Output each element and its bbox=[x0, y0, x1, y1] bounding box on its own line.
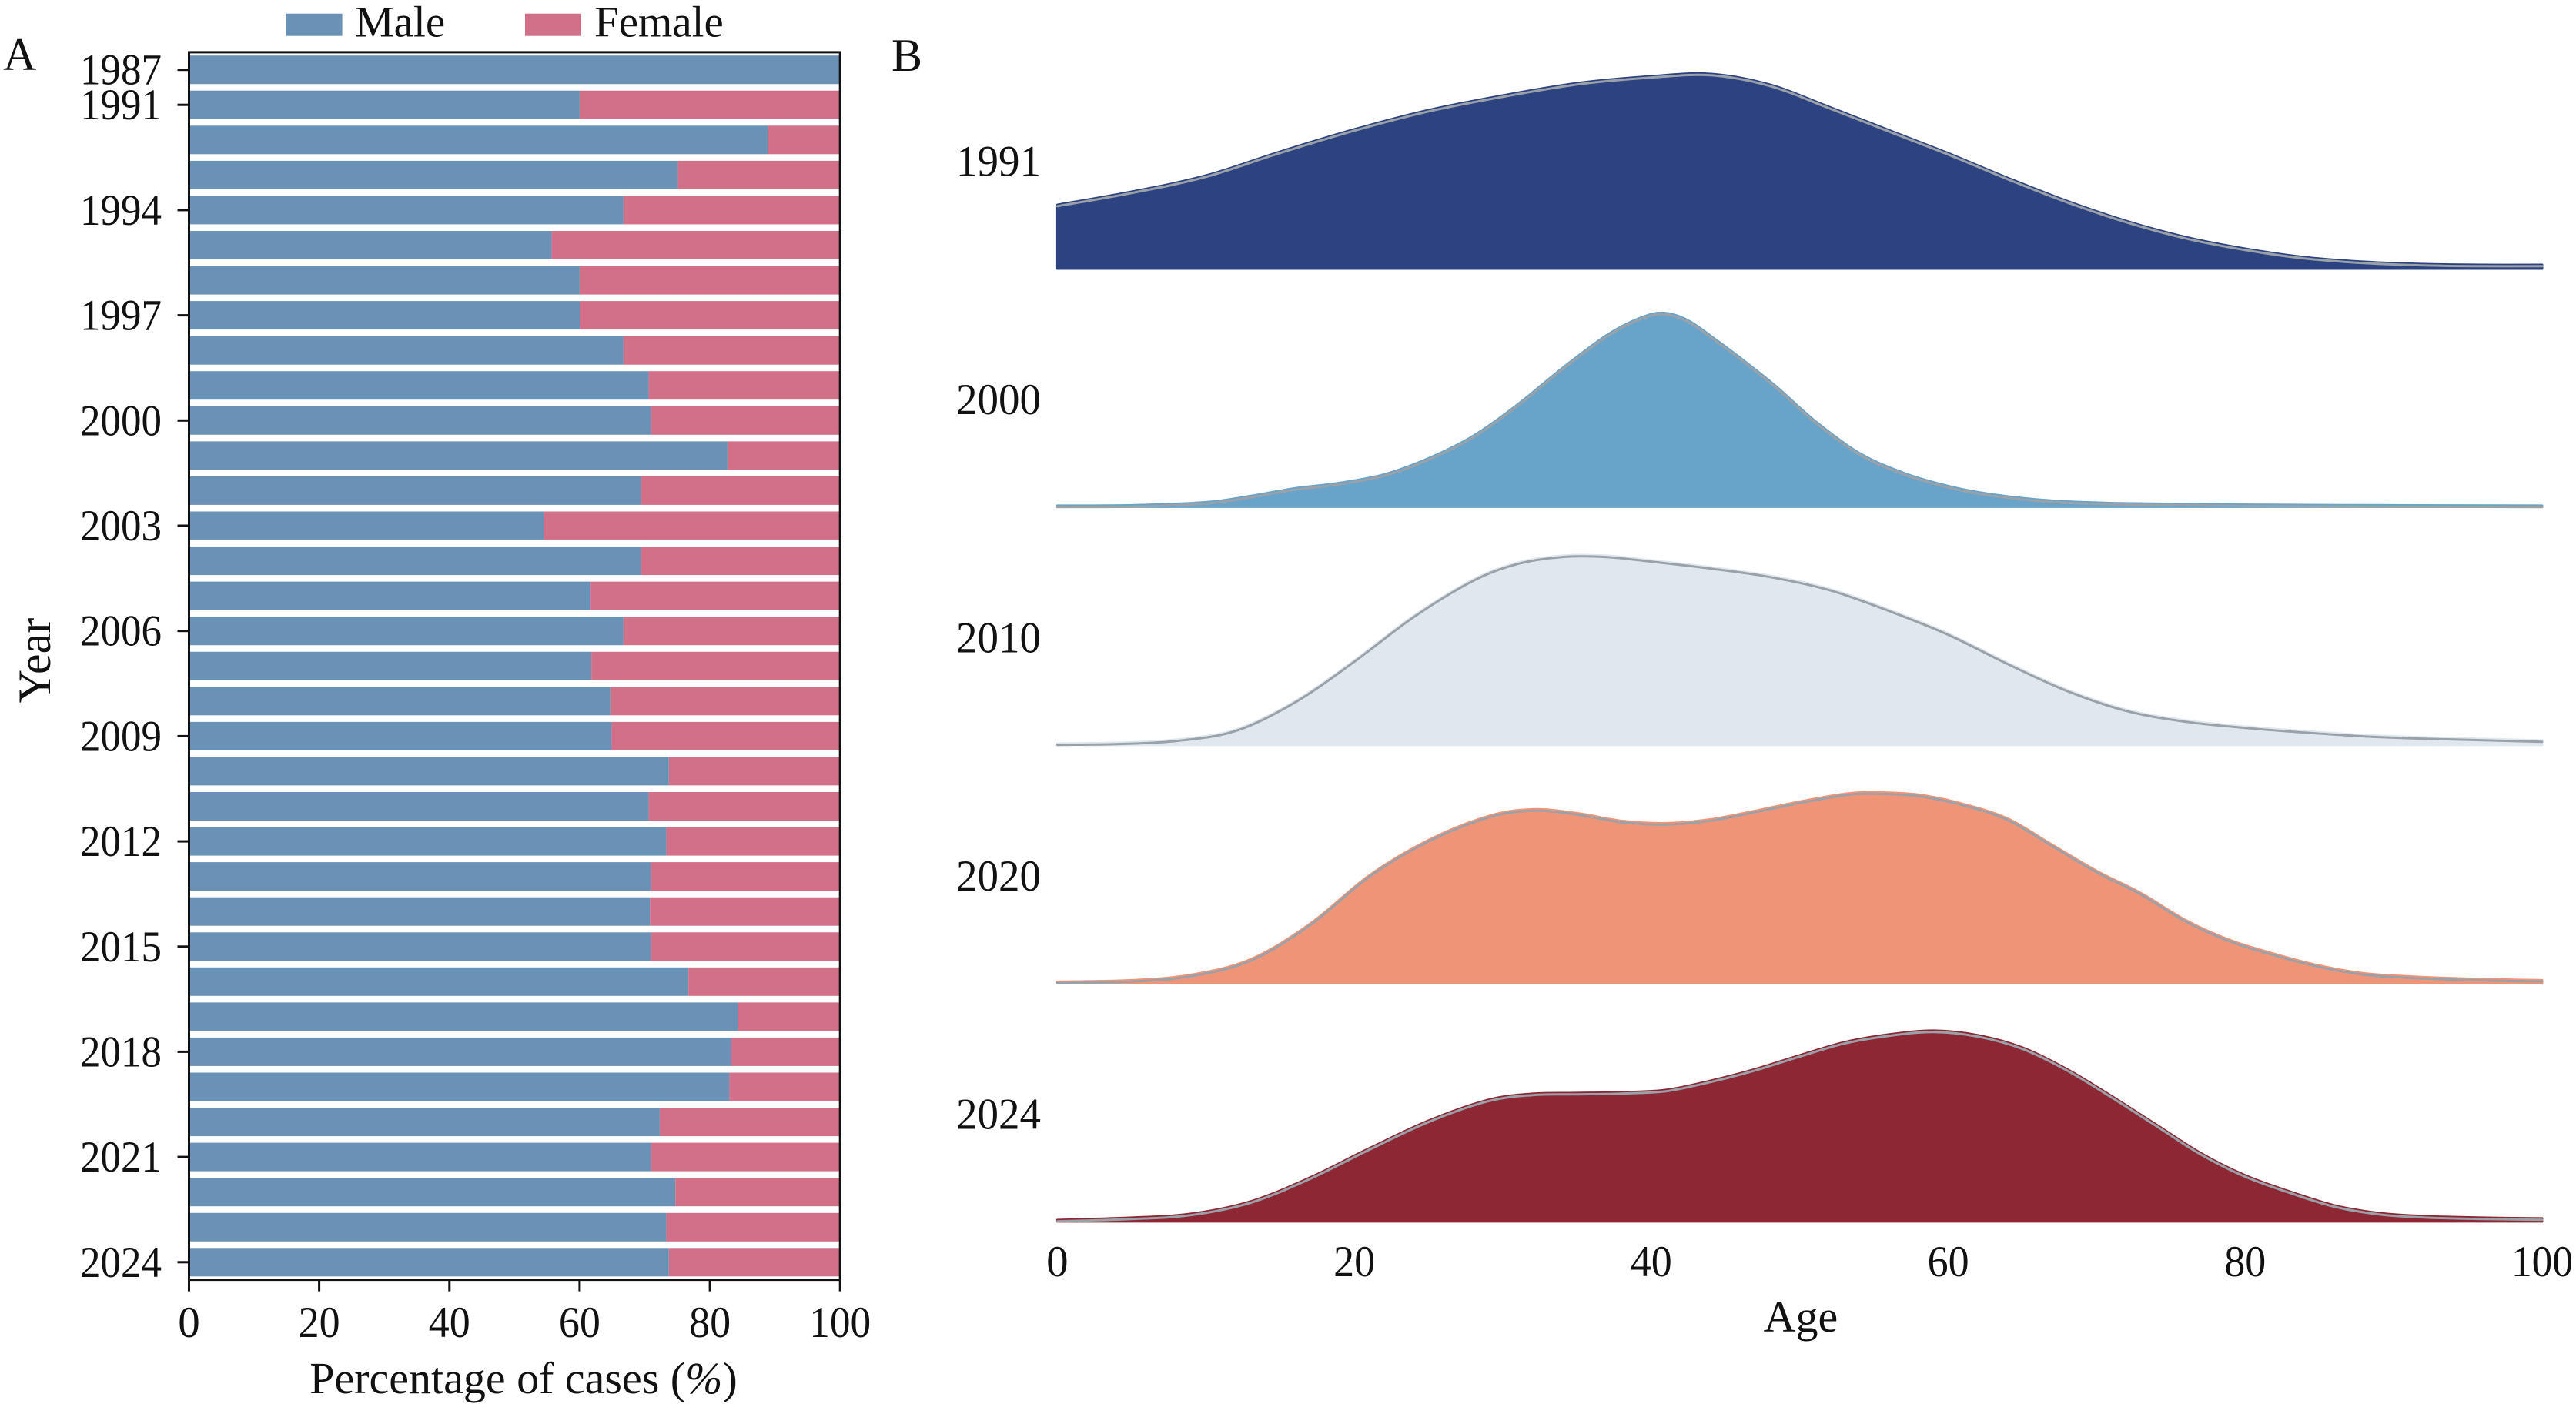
svg-text:2021: 2021 bbox=[80, 1133, 162, 1182]
svg-text:Year: Year bbox=[9, 618, 60, 704]
svg-text:20: 20 bbox=[1333, 1238, 1375, 1286]
svg-text:B: B bbox=[892, 30, 922, 81]
svg-text:80: 80 bbox=[2224, 1238, 2266, 1286]
svg-text:80: 80 bbox=[689, 1299, 731, 1347]
svg-text:40: 40 bbox=[429, 1299, 470, 1347]
svg-text:2018: 2018 bbox=[80, 1028, 162, 1076]
svg-text:1994: 1994 bbox=[80, 186, 162, 235]
svg-text:1991: 1991 bbox=[80, 81, 162, 129]
svg-text:0: 0 bbox=[178, 1299, 200, 1347]
svg-text:60: 60 bbox=[1928, 1238, 1969, 1286]
svg-text:1991: 1991 bbox=[956, 138, 1041, 186]
svg-text:2020: 2020 bbox=[956, 852, 1041, 901]
svg-text:2010: 2010 bbox=[956, 613, 1041, 662]
svg-text:2000: 2000 bbox=[80, 396, 162, 445]
svg-text:2015: 2015 bbox=[80, 923, 162, 971]
svg-text:40: 40 bbox=[1631, 1238, 1672, 1286]
svg-text:2009: 2009 bbox=[80, 712, 162, 760]
svg-text:Age: Age bbox=[1764, 1292, 1838, 1342]
svg-text:100: 100 bbox=[809, 1299, 871, 1347]
svg-text:2006: 2006 bbox=[80, 607, 162, 656]
svg-text:1987: 1987 bbox=[80, 46, 162, 95]
svg-text:A: A bbox=[3, 29, 36, 80]
svg-text:1997: 1997 bbox=[80, 292, 162, 340]
svg-text:2024: 2024 bbox=[956, 1090, 1041, 1138]
svg-text:2003: 2003 bbox=[80, 502, 162, 550]
svg-text:2000: 2000 bbox=[956, 376, 1041, 424]
svg-text:2012: 2012 bbox=[80, 817, 162, 866]
svg-text:20: 20 bbox=[299, 1299, 340, 1347]
svg-text:100: 100 bbox=[2511, 1238, 2573, 1286]
svg-text:Female: Female bbox=[594, 0, 724, 47]
svg-text:Percentage of cases (%): Percentage of cases (%) bbox=[309, 1353, 738, 1403]
svg-text:0: 0 bbox=[1046, 1238, 1069, 1286]
svg-text:60: 60 bbox=[559, 1299, 601, 1347]
svg-text:Male: Male bbox=[355, 0, 445, 47]
svg-text:2024: 2024 bbox=[80, 1239, 162, 1287]
